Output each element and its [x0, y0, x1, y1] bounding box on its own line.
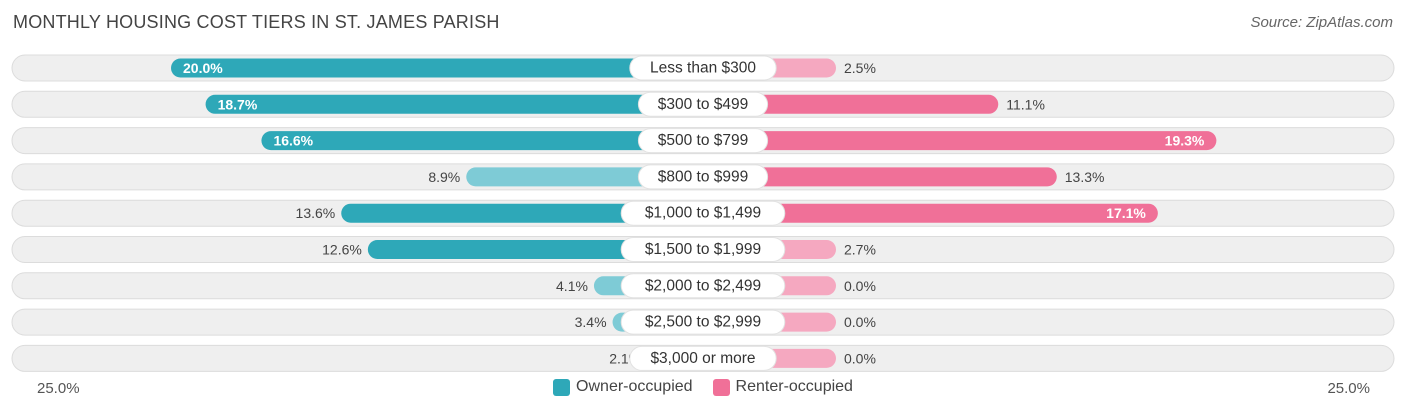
legend-label-renter: Renter-occupied: [735, 378, 853, 395]
category-pill: [620, 200, 786, 226]
bar-owner: [205, 94, 703, 114]
value-label-owner: 4.1%: [556, 278, 588, 294]
category-label: $2,500 to $2,999: [645, 314, 761, 331]
category-pill: [637, 91, 769, 117]
value-label-owner: 8.9%: [428, 169, 460, 185]
bar-renter: [703, 131, 1217, 151]
legend-swatch-owner: [553, 378, 571, 396]
value-label-owner: 18.7%: [218, 96, 258, 112]
bar-owner: [261, 131, 703, 151]
legend-label-owner: Owner-occupied: [576, 378, 693, 395]
axis-right-label: 25.0%: [1327, 380, 1370, 397]
bar-renter: [703, 94, 999, 114]
value-label-renter: 11.1%: [1006, 96, 1045, 112]
value-label-renter: 17.1%: [1106, 205, 1146, 221]
category-pill: [620, 273, 786, 299]
category-pill: [620, 309, 786, 335]
category-pill: [637, 128, 769, 154]
category-label: $3,000 or more: [650, 350, 755, 367]
source-credit: Source: ZipAtlas.com: [1250, 14, 1393, 31]
value-label-owner: 3.4%: [575, 314, 607, 330]
bar-owner: [367, 240, 703, 259]
value-label-renter: 0.0%: [844, 314, 876, 330]
category-pill: [629, 345, 777, 371]
axis-left-label: 25.0%: [37, 380, 80, 397]
value-label-owner: 20.0%: [183, 60, 223, 76]
bar-owner: [171, 58, 703, 78]
chart-title: MONTHLY HOUSING COST TIERS IN ST. JAMES …: [13, 12, 500, 32]
value-label-renter: 19.3%: [1165, 133, 1205, 149]
legend-swatch-renter: [712, 378, 730, 396]
category-label: $2,000 to $2,499: [645, 277, 761, 294]
legend-item-renter[interactable]: Renter-occupied: [712, 378, 853, 396]
value-label-renter: 2.7%: [844, 242, 876, 258]
category-label: $800 to $999: [658, 168, 749, 185]
value-label-renter: 2.5%: [844, 60, 876, 76]
legend-item-owner[interactable]: Owner-occupied: [553, 378, 693, 396]
category-label: Less than $300: [650, 60, 756, 77]
value-label-renter: 0.0%: [844, 350, 876, 366]
category-pill: [629, 55, 777, 81]
bar-renter: [703, 167, 1057, 187]
bar-owner: [341, 203, 703, 223]
value-label-renter: 0.0%: [844, 278, 876, 294]
category-label: $500 to $799: [658, 132, 749, 149]
bar-renter: [703, 203, 1158, 223]
category-pill: [637, 164, 769, 190]
category-pill: [620, 237, 786, 262]
category-label: $1,500 to $1,999: [645, 241, 761, 258]
value-label-owner: 13.6%: [296, 205, 336, 221]
category-label: $300 to $499: [658, 96, 749, 113]
category-label: $1,000 to $1,499: [645, 205, 761, 222]
value-label-renter: 13.3%: [1065, 169, 1105, 185]
value-label-owner: 12.6%: [322, 242, 362, 258]
legend: Owner-occupied Renter-occupied: [0, 378, 1406, 396]
value-label-owner: 16.6%: [273, 133, 313, 149]
